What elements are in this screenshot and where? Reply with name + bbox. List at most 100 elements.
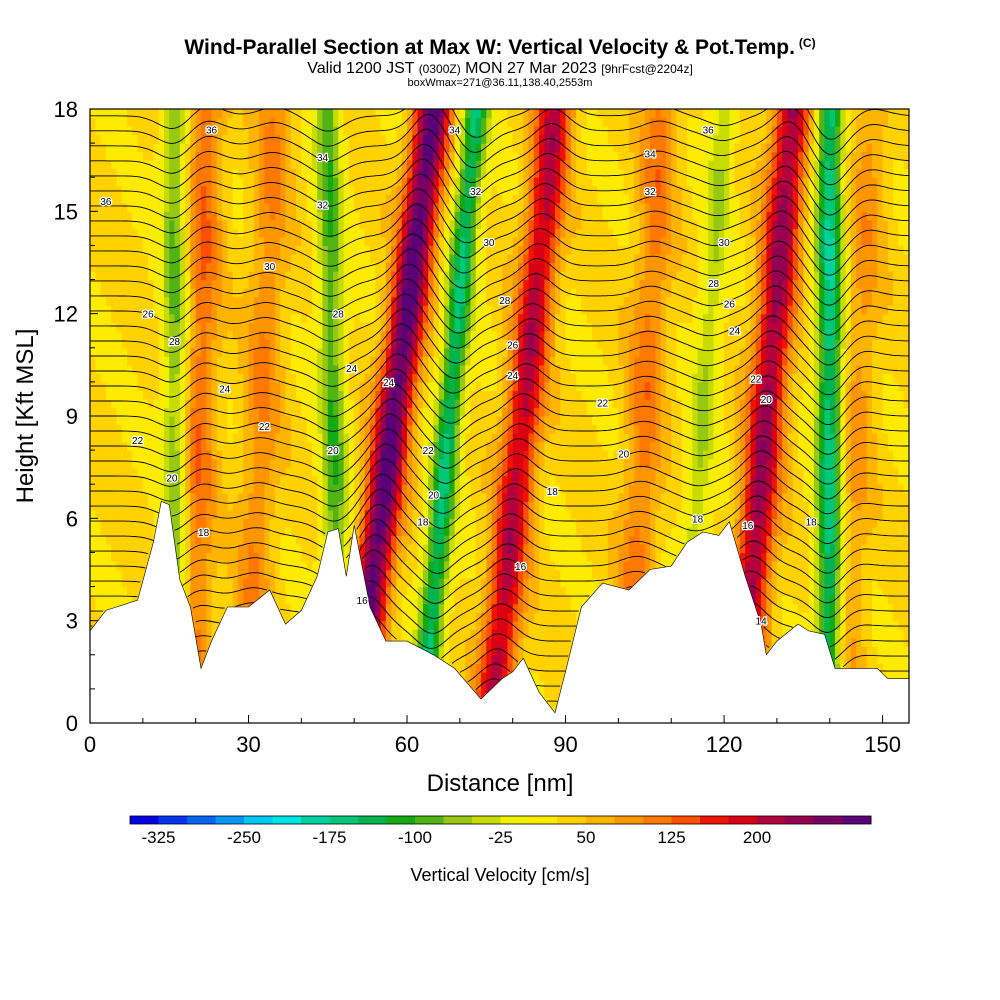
y-tick-label: 9 — [66, 404, 78, 429]
colorbar-tick-label: 125 — [657, 828, 685, 847]
theta-contour-line — [90, 413, 909, 470]
colorbar-swatch — [472, 816, 501, 824]
colorbar-tick-label: 200 — [743, 828, 771, 847]
contour-label: 18 — [198, 528, 210, 539]
theta-contour-line — [90, 323, 909, 381]
chart-title: Wind-Parallel Section at Max W: Vertical… — [0, 36, 1000, 60]
contour-label: 36 — [100, 197, 112, 208]
forecast-info: [9hrFcst@2204z] — [601, 62, 693, 76]
theta-contour-line — [90, 580, 909, 634]
colorbar-swatch — [386, 816, 416, 824]
theta-contour-labels: 22 20 18 26 28 24 22 30 36 34 32 36 28 24 20 16 24 22 20 18… — [99, 124, 818, 629]
colorbar-swatch — [643, 816, 672, 824]
contour-label: 28 — [333, 310, 345, 321]
colorbar-swatch — [244, 816, 273, 824]
theta-contour-line — [90, 595, 909, 649]
theta-contour-line — [90, 158, 909, 216]
theta-contour-line — [198, 633, 909, 668]
colorbar-frame — [129, 815, 872, 825]
chart-subtitle: Valid 1200 JST (0300Z) MON 27 Mar 2023 [… — [0, 60, 1000, 78]
theta-contour-line — [90, 338, 909, 396]
theta-contour-line — [90, 503, 909, 559]
contour-label: 20 — [618, 450, 630, 461]
contour-label: 26 — [143, 310, 155, 321]
box-info: boxWmax=271@36.11,138.40,2553m — [407, 77, 593, 89]
contour-label: 20 — [328, 446, 340, 457]
theta-contour-line — [90, 109, 909, 140]
colorbar-tick-label: -100 — [398, 828, 432, 847]
colorbar-swatch — [130, 816, 159, 824]
contour-label: 34 — [317, 153, 329, 164]
y-tick-label: 15 — [54, 199, 78, 224]
colorbar-swatch — [757, 816, 786, 824]
valid-date: MON 27 Mar 2023 — [465, 60, 597, 77]
y-tick-label: 12 — [54, 302, 78, 327]
colorbar-swatch — [272, 816, 302, 824]
theta-contours — [90, 109, 909, 702]
contour-label: 30 — [719, 238, 731, 249]
contour-label: 34 — [449, 126, 461, 137]
contour-label: 24 — [219, 385, 231, 396]
theta-contour-line — [90, 398, 909, 455]
theta-contour-line — [90, 549, 909, 604]
contour-label: 18 — [692, 514, 704, 525]
contour-label: 22 — [259, 422, 271, 433]
colorbar-swatch — [500, 816, 530, 824]
y-tick-label: 6 — [66, 506, 78, 531]
contour-label: 18 — [547, 487, 559, 498]
colorbar-swatch — [301, 816, 330, 824]
contour-label: 22 — [423, 446, 435, 457]
x-tick-label: 150 — [864, 732, 901, 757]
contour-label: 30 — [264, 262, 276, 273]
colorbar-swatch — [329, 816, 359, 824]
theta-contour-line — [467, 663, 561, 687]
theta-contour-line — [90, 248, 909, 306]
theta-contour-line — [90, 173, 909, 231]
colorbar-swatch — [529, 816, 558, 824]
theta-contour-line — [90, 534, 909, 589]
contour-label: 20 — [166, 473, 178, 484]
colorbar-swatch — [215, 816, 245, 824]
contour-label: 28 — [708, 279, 720, 290]
x-tick-label: 120 — [706, 732, 743, 757]
theta-contour-line — [90, 519, 909, 574]
theta-contour-line — [90, 233, 909, 291]
colorbar-tick-label: -175 — [312, 828, 346, 847]
x-axis-label: Distance [nm] — [427, 770, 574, 797]
colorbar-swatch — [785, 816, 815, 824]
contour-label: 24 — [507, 371, 519, 382]
contour-label: 14 — [756, 617, 768, 628]
theta-contour-line — [90, 218, 909, 276]
colorbar-swatch — [187, 816, 216, 824]
colorbar: -325 -250 -175 -100 -25 50 125 200 — [129, 815, 872, 847]
copyright-mark: (C) — [798, 36, 816, 50]
contour-label: 22 — [597, 398, 609, 409]
valid-utc: (0300Z) — [418, 62, 461, 76]
y-axis-label: Height [Kft MSL] — [12, 329, 39, 504]
contour-label: 32 — [470, 187, 482, 198]
contour-label: 26 — [507, 340, 519, 351]
theta-contour-line — [90, 113, 909, 171]
y-tick-label: 0 — [66, 711, 78, 736]
contour-label: 32 — [317, 201, 329, 212]
theta-contour-line — [90, 428, 909, 485]
theta-contour-line — [90, 188, 909, 246]
theta-contour-line — [475, 678, 558, 702]
contour-label: 32 — [645, 187, 657, 198]
colorbar-swatch — [415, 816, 444, 824]
theta-contour-line — [90, 564, 909, 619]
colorbar-swatch — [814, 816, 843, 824]
colorbar-swatch — [671, 816, 701, 824]
theta-contour-line — [90, 293, 909, 351]
contour-label: 36 — [206, 126, 218, 137]
theta-contour-line — [195, 615, 909, 660]
x-tick-label: 30 — [236, 732, 260, 757]
theta-contour-line — [90, 368, 909, 426]
contour-label: 34 — [645, 149, 657, 160]
theta-contour-line — [90, 128, 909, 186]
terrain-mask — [90, 500, 909, 723]
x-tick-label: 90 — [553, 732, 577, 757]
contour-label: 36 — [703, 126, 715, 137]
theta-contour-line — [90, 263, 909, 321]
